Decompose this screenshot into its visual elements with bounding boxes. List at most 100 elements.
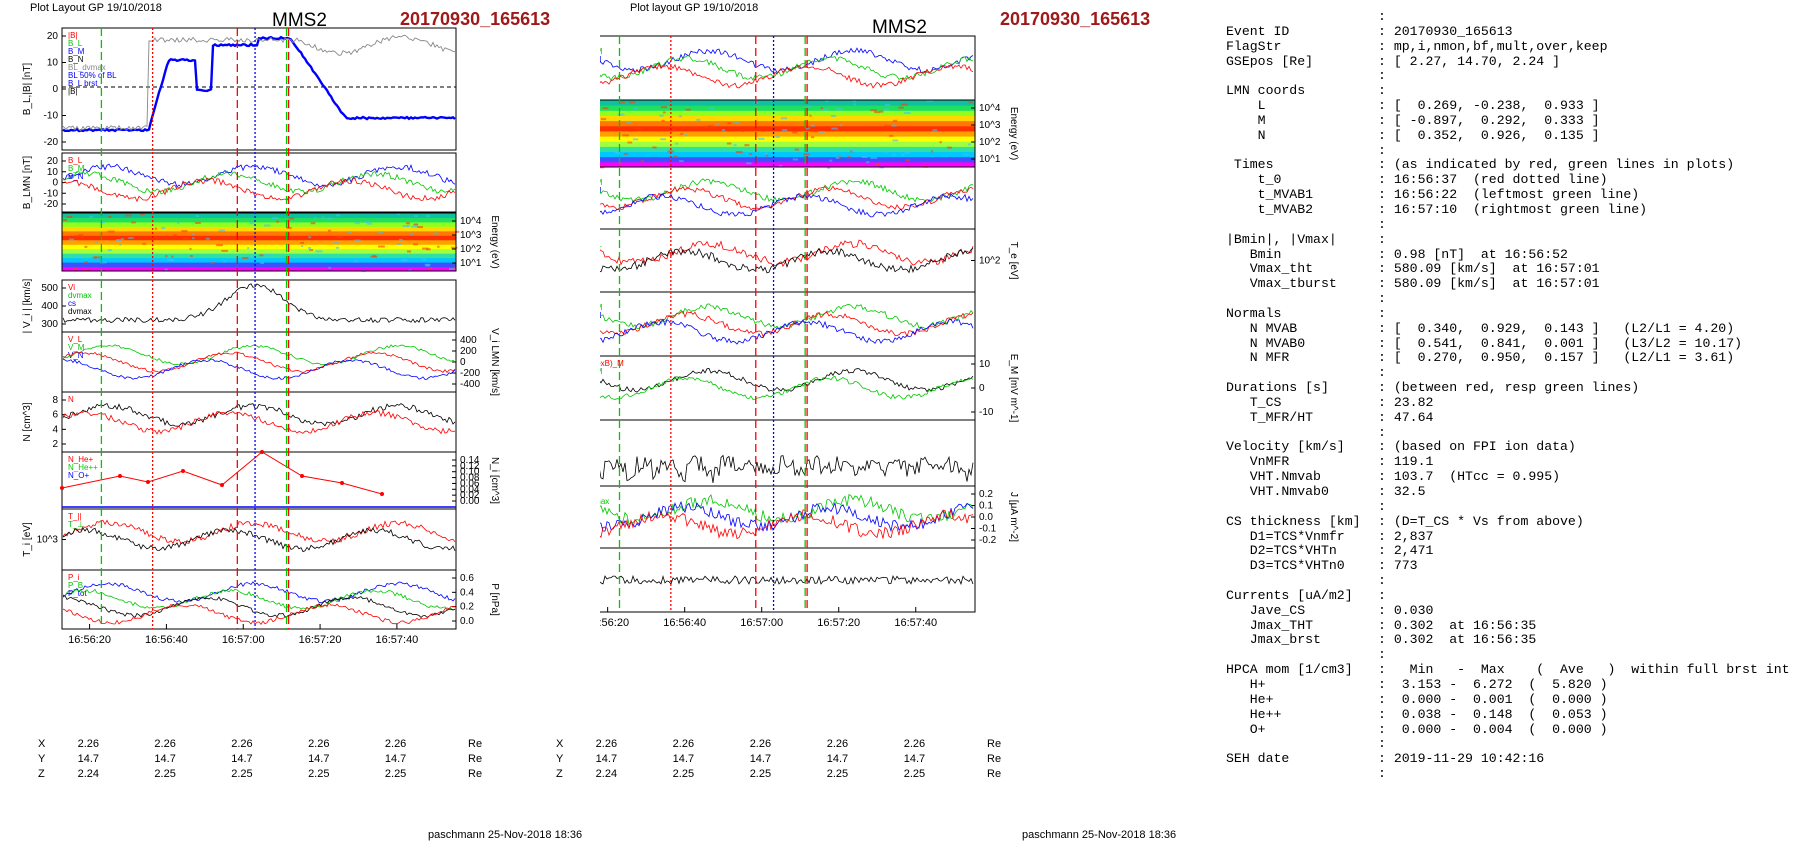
left-ion-spectrogram-speckle: [396, 243, 402, 246]
position-unit: Re: [468, 768, 483, 780]
time-tick-label: 16:57:40: [375, 634, 418, 646]
position-value: 2.26: [308, 738, 330, 750]
summary-value: : [ 0.340, 0.929, 0.143 ] (L2/L1 = 4.20): [1378, 320, 1735, 336]
y-tick-label: 200: [460, 346, 477, 357]
y-axis-label-right: E_M [mV m^-1]: [1008, 354, 1019, 423]
left-ion-spectrogram-speckle: [195, 214, 199, 217]
y-tick-label: 0: [52, 178, 58, 189]
middle-electron-spectrogram-speckle: [662, 111, 666, 114]
left-ion-spectrogram-speckle: [108, 215, 112, 218]
left-ion-spectrogram-speckle: [120, 238, 125, 241]
summary-value: : 2019-11-29 10:42:16: [1378, 751, 1545, 767]
left-ion-spectrogram-speckle: [414, 215, 418, 218]
series-line: [600, 303, 974, 330]
middle-electron-spectrogram-speckle: [696, 118, 701, 121]
middle-electron-spectrogram-speckle: [661, 119, 665, 122]
left-ion-spectrogram-band: [62, 257, 456, 263]
summary-key: Vmax_tht: [1226, 261, 1314, 277]
position-row-label: X: [38, 738, 46, 750]
middle-electron-spectrogram-speckle: [627, 141, 633, 144]
left-ion-spectrogram-speckle: [107, 230, 115, 233]
position-value: 2.26: [595, 738, 618, 750]
left-ion-spectrogram-band: [62, 239, 456, 245]
series-line: [600, 368, 974, 393]
middle-electron-spectrogram-speckle: [901, 153, 905, 156]
middle-electron-spectrogram-band: [600, 146, 975, 153]
summary-value: : [ 0.269, -0.238, 0.933 ]: [1378, 98, 1600, 114]
position-value: 2.25: [749, 768, 772, 780]
right-spacecraft-label: MMS2: [872, 17, 927, 38]
panel-frame: [600, 419, 976, 487]
middle-electron-spectrogram-speckle: [632, 138, 639, 141]
summary-value: :: [1378, 587, 1386, 603]
summary-key: Bmin: [1226, 246, 1282, 262]
y-tick-label: 10^3: [37, 535, 59, 546]
series-line: [600, 239, 974, 267]
middle-electron-spectrogram-speckle: [600, 118, 607, 121]
left-ion-spectrogram-speckle: [271, 217, 278, 220]
middle-electron-spectrogram-speckle: [673, 155, 678, 158]
summary-line: Jmax_THT : 0.302 at 16:56:35: [1226, 617, 1790, 634]
he-plus-plus-point: [146, 480, 150, 484]
middle-electron-spectrogram-speckle: [836, 129, 840, 132]
left-ion-spectrogram-speckle: [407, 224, 410, 227]
summary-key: VnMFR: [1226, 454, 1290, 470]
position-row-label: Y: [556, 753, 564, 765]
summary-value: :: [1378, 9, 1386, 24]
legend-entry: BL_dvmax: [68, 63, 106, 72]
legend-entry: cs: [68, 299, 76, 308]
left-ion-spectrogram-speckle: [411, 225, 418, 228]
middle-electron-spectrogram-speckle: [879, 110, 884, 113]
y-tick-label: 500: [41, 283, 58, 294]
summary-key: Jmax_THT: [1226, 617, 1314, 633]
left-ion-spectrogram-speckle: [107, 249, 112, 252]
summary-value: :: [1378, 736, 1386, 752]
left-ion-spectrogram-band: [62, 266, 456, 272]
left-ion-spectrogram-speckle: [173, 234, 178, 237]
middle-electron-spectrogram-speckle: [824, 100, 829, 103]
y-tick-label: 10^2: [979, 256, 1001, 267]
summary-key: t_MVAB1: [1226, 187, 1314, 203]
series-line: [62, 283, 456, 324]
y-tick-label: 10^1: [979, 154, 1001, 165]
summary-value: : 0.302 at 16:56:35: [1378, 617, 1537, 633]
summary-line: N MVAB: [ 0.340, 0.929, 0.143 ] (L2/L1 =…: [1226, 320, 1790, 337]
left-ion-spectrogram-speckle: [249, 222, 255, 225]
series-line: [600, 500, 974, 533]
middle-electron-spectrogram-speckle: [850, 150, 853, 153]
y-tick-label: 0: [979, 383, 985, 394]
left-ion-spectrogram-speckle: [347, 231, 352, 234]
left-ion-spectrogram-speckle: [398, 238, 403, 241]
left-ion-spectrogram-speckle: [170, 258, 173, 261]
left-ion-spectrogram-speckle: [354, 222, 361, 225]
series-line: [62, 351, 456, 374]
legend-entry: V_M: [68, 343, 85, 352]
y-tick-label: 0.6: [460, 573, 474, 584]
legend-entry: N_He++: [68, 463, 98, 472]
he-plus-plus-point: [220, 483, 224, 487]
time-tick-label: 16:56:40: [145, 634, 188, 646]
series-line: [62, 527, 456, 553]
left-ion-spectrogram-speckle: [437, 245, 440, 248]
legend-entry: T_⊥: [68, 520, 84, 529]
summary-value: : Min - Max ( Ave ) within full brst int: [1378, 662, 1790, 678]
legend-entry: V_L: [68, 335, 83, 344]
position-value: 2.26: [826, 738, 849, 750]
y-axis-label: N [cm^3]: [22, 402, 33, 441]
legend-entry: Vi: [68, 283, 75, 292]
y-tick-label: -400: [460, 379, 480, 390]
summary-value: : 20170930_165613: [1378, 23, 1513, 39]
time-tick-label: 16:57:20: [299, 634, 342, 646]
summary-line: :: [1226, 499, 1790, 515]
y-tick-label: 0.10: [460, 467, 480, 478]
time-tick-label: 16:57:40: [894, 617, 937, 629]
series-line: [62, 358, 456, 380]
summary-value: :: [1378, 142, 1386, 158]
left-ion-spectrogram-band: [62, 213, 456, 218]
middle-electron-spectrogram-speckle: [883, 108, 890, 111]
left-ion-spectrogram-speckle: [276, 220, 280, 223]
left-ion-spectrogram-speckle: [451, 246, 458, 249]
summary-value: : 0.000 - 0.004 ( 0.000 ): [1378, 721, 1608, 737]
y-tick-label: 8: [52, 395, 58, 406]
time-tick-label: 16:57:00: [222, 634, 265, 646]
